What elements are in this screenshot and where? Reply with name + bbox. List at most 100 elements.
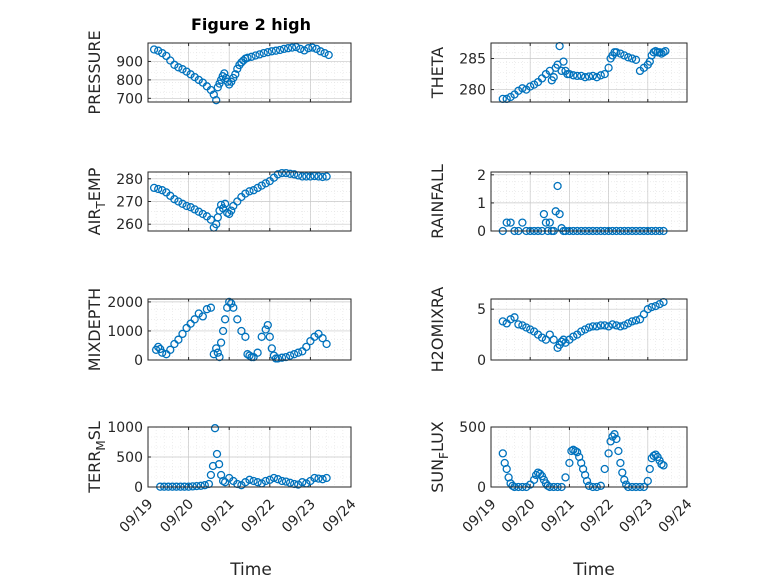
- y-tick-label: 0: [477, 353, 486, 369]
- data-point: [285, 478, 295, 487]
- data-point: [506, 218, 515, 227]
- data-point: [514, 320, 523, 329]
- data-point: [529, 475, 539, 484]
- data-point: [233, 197, 242, 206]
- data-point: [322, 473, 331, 483]
- y-tick-label: 285: [459, 52, 486, 68]
- data-point: [166, 345, 175, 354]
- y-tick-label: 2000: [107, 295, 143, 311]
- data-point: [553, 181, 562, 191]
- y-tick-label: 800: [116, 73, 143, 89]
- data-point: [198, 209, 207, 219]
- y-tick-label: 0: [477, 480, 486, 496]
- y-tick-label: 1: [477, 196, 486, 212]
- y-axis-label: H2OMIXRA: [428, 287, 447, 373]
- data-point: [218, 326, 228, 336]
- data-point: [220, 199, 230, 208]
- x-axis-label-right: Time: [572, 560, 615, 580]
- data-point: [567, 446, 576, 456]
- data-point: [498, 449, 507, 458]
- data-point: [651, 301, 660, 311]
- y-axis-label: AIRTEMP: [85, 167, 108, 235]
- data-point: [233, 315, 242, 324]
- data-point: [596, 481, 605, 490]
- y-tick-label: 280: [459, 83, 486, 99]
- data-point: [275, 45, 285, 55]
- data-point: [565, 69, 574, 79]
- data-point: [308, 43, 317, 52]
- data-point: [614, 446, 623, 456]
- data-point: [186, 203, 195, 212]
- data-point: [300, 46, 309, 55]
- data-point: [549, 73, 558, 82]
- data-point: [273, 475, 283, 484]
- data-point: [188, 482, 197, 491]
- data-point: [655, 299, 664, 309]
- data-point: [610, 430, 619, 439]
- y-tick-label: 700: [116, 91, 143, 107]
- data-point: [600, 69, 609, 79]
- data-point: [267, 47, 276, 56]
- data-point: [322, 172, 331, 181]
- data-point: [281, 477, 291, 486]
- data-point: [241, 189, 250, 198]
- data-point: [612, 321, 621, 330]
- data-point: [218, 204, 228, 213]
- axes-box: [490, 42, 688, 103]
- data-point: [253, 478, 262, 487]
- data-point: [158, 48, 167, 58]
- data-point: [651, 450, 660, 459]
- data-point: [194, 207, 203, 216]
- axes-box: [147, 298, 352, 361]
- data-point: [618, 468, 627, 477]
- data-point: [592, 73, 601, 82]
- data-point: [647, 302, 656, 312]
- data-point: [279, 44, 289, 54]
- y-tick-label: 1000: [107, 420, 143, 436]
- data-point: [178, 199, 187, 208]
- data-point: [174, 63, 183, 72]
- data-point: [261, 179, 270, 188]
- data-point: [186, 319, 195, 328]
- y-axis-label: PRESSURE: [85, 30, 104, 114]
- data-point: [149, 45, 159, 54]
- data-point: [545, 218, 554, 227]
- data-point: [604, 63, 613, 72]
- y-tick-label: 0: [477, 224, 486, 240]
- data-point: [287, 43, 297, 52]
- data-point: [271, 46, 281, 55]
- data-point: [174, 335, 183, 344]
- y-tick-label: 0: [134, 480, 143, 496]
- data-point: [569, 332, 578, 341]
- data-point: [659, 461, 668, 470]
- data-point: [259, 48, 268, 58]
- subplot-sunflux: 0 500 SUNFLUX 09/19 09/20 09/21 09/22 09/23 09/2…: [428, 420, 696, 536]
- data-point: [257, 332, 266, 341]
- x-tick-label: 09/23: [616, 496, 656, 536]
- data-point: [588, 322, 598, 331]
- data-point: [298, 478, 307, 487]
- data-point: [231, 70, 240, 79]
- data-point: [247, 52, 256, 61]
- data-point: [149, 183, 159, 193]
- data-point: [263, 48, 272, 57]
- x-tick-label: 09/22: [238, 496, 278, 536]
- data-point: [318, 172, 327, 182]
- data-point: [320, 48, 329, 58]
- data-point: [620, 51, 629, 60]
- data-point: [298, 172, 307, 181]
- data-point: [518, 84, 527, 93]
- data-point: [253, 348, 262, 357]
- y-axis-label: RAINFALL: [428, 164, 447, 239]
- data-point: [582, 476, 592, 486]
- subplots-group: 700 800 900 PRESSURE 280 285 THETA 260 270 280 AIR…: [85, 30, 696, 536]
- data-point: [210, 424, 220, 433]
- data-point: [643, 476, 652, 486]
- data-point: [214, 460, 224, 469]
- x-tick-label: 09/19: [117, 496, 157, 536]
- y-tick-label: 280: [116, 172, 143, 188]
- data-point: [227, 299, 236, 308]
- data-point: [324, 50, 333, 60]
- data-point: [243, 53, 252, 62]
